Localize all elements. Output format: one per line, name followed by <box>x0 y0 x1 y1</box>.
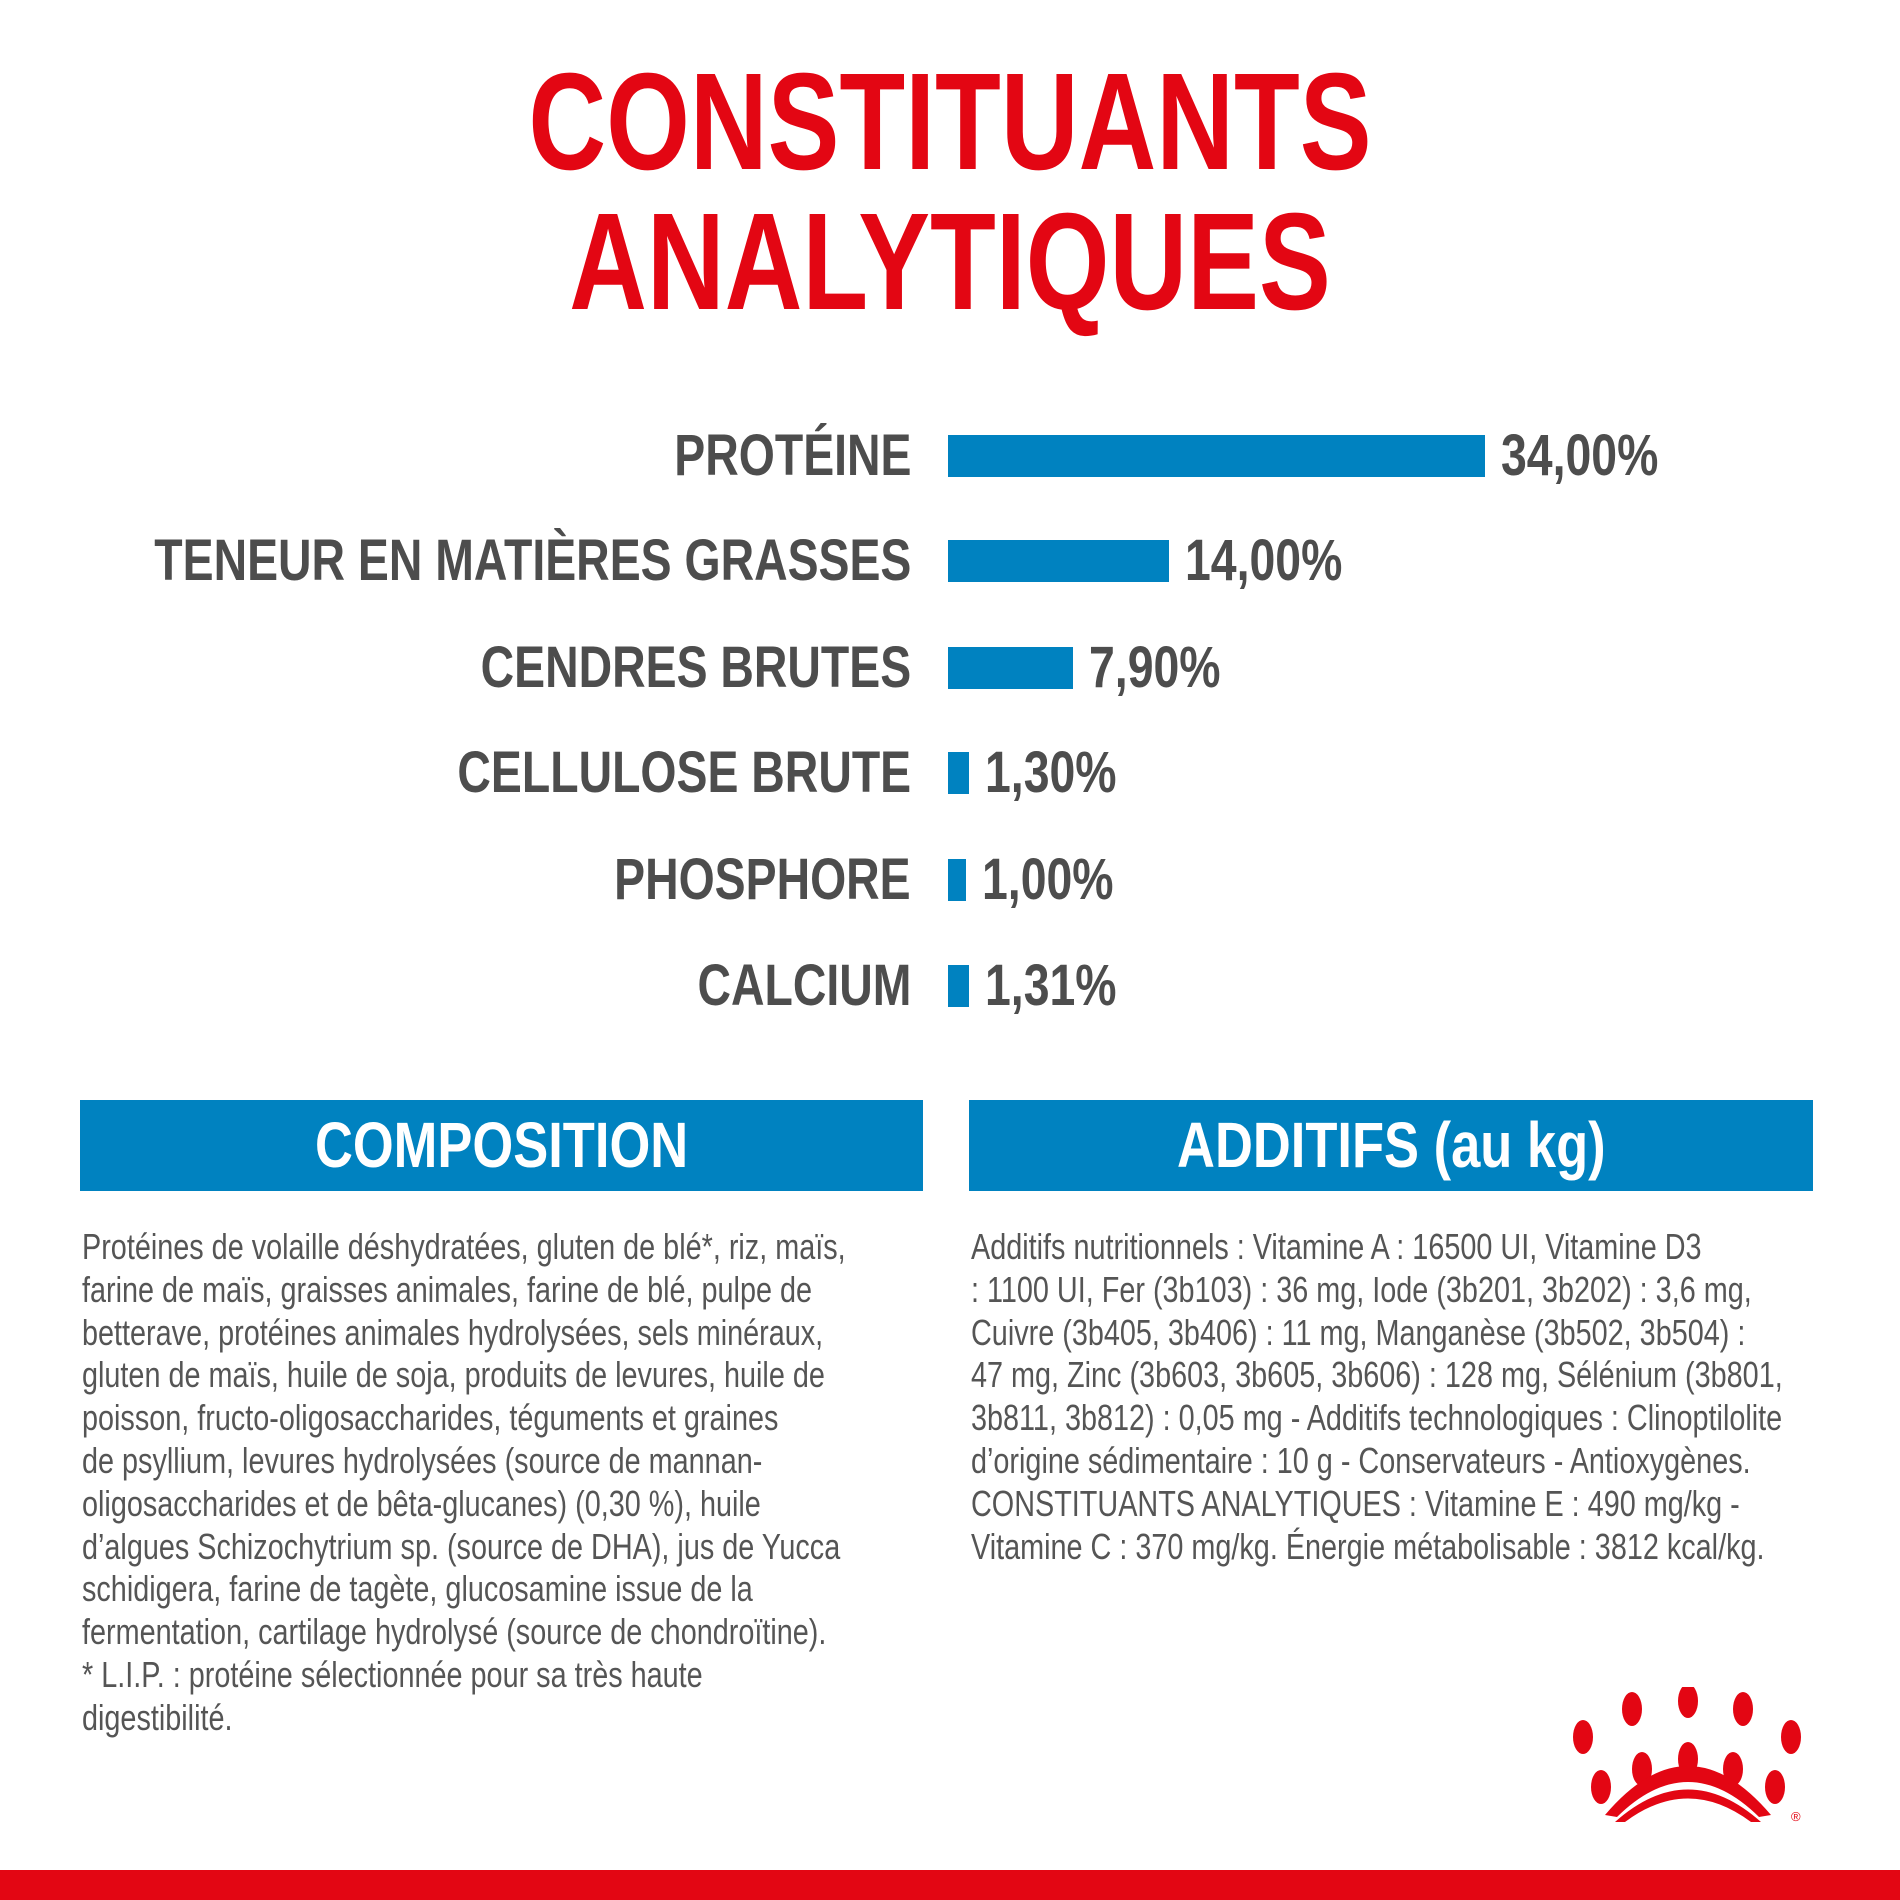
chart-row: CALCIUM 1,31% <box>0 956 1900 1016</box>
text-line: gluten de maïs, huile de soja, produits … <box>82 1354 825 1396</box>
chart-row: PHOSPHORE 1,00% <box>0 850 1900 910</box>
additifs-header: ADDITIFS (au kg) <box>969 1100 1813 1191</box>
text-line: Cuivre (3b405, 3b406) : 11 mg, Manganèse… <box>971 1311 1746 1353</box>
category-label: TENEUR EN MATIÈRES GRASSES <box>153 528 911 593</box>
chart-row: PROTÉINE 34,00% <box>0 426 1900 486</box>
text-line: * L.I.P. : protéine sélectionnée pour sa… <box>82 1653 703 1695</box>
category-label: CELLULOSE BRUTE <box>457 740 911 805</box>
bar <box>948 540 1170 582</box>
text-line: 47 mg, Zinc (3b603, 3b605, 3b606) : 128 … <box>971 1354 1783 1396</box>
additifs-header-text: ADDITIFS (au kg) <box>1176 1109 1606 1181</box>
text-line: : 1100 UI, Fer (3b103) : 36 mg, Iode (3b… <box>971 1268 1752 1310</box>
bar <box>948 435 1486 477</box>
chart-row: TENEUR EN MATIÈRES GRASSES 14,00% <box>0 531 1900 591</box>
text-line: CONSTITUANTS ANALYTIQUES : Vitamine E : … <box>971 1482 1740 1524</box>
text-line: schidigera, farine de tagète, glucosamin… <box>82 1568 753 1610</box>
bar <box>948 859 966 901</box>
text-line: Vitamine C : 370 mg/kg. Énergie métaboli… <box>971 1525 1765 1567</box>
text-line: Additifs nutritionnels : Vitamine A : 16… <box>971 1226 1702 1267</box>
bar <box>948 647 1073 689</box>
value-label: 1,31% <box>984 953 1117 1018</box>
text-line: poisson, fructo-oligosaccharides, tégume… <box>82 1397 779 1439</box>
category-label: CALCIUM <box>697 953 911 1018</box>
text-line: fermentation, cartilage hydrolysé (sourc… <box>82 1611 827 1653</box>
royal-canin-logo-icon: ® <box>1573 1687 1801 1822</box>
text-line: digestibilité. <box>82 1696 233 1738</box>
text-line: de psyllium, levures hydrolysées (source… <box>82 1439 763 1481</box>
value-label: 1,30% <box>984 740 1117 805</box>
composition-header-text: COMPOSITION <box>314 1109 689 1181</box>
text-line: 3b811, 3b812) : 0,05 mg - Additifs techn… <box>971 1397 1783 1439</box>
page-title: CONSTITUANTS ANALYTIQUES <box>528 45 1372 339</box>
text-line: oligosaccharides et de bêta-glucanes) (0… <box>82 1482 761 1524</box>
chart-row: CELLULOSE BRUTE 1,30% <box>0 743 1900 803</box>
value-label: 34,00% <box>1501 423 1659 488</box>
registered-mark: ® <box>1791 1809 1801 1822</box>
value-label: 7,90% <box>1088 635 1221 700</box>
composition-text: Protéines de volaille déshydratées, glut… <box>82 1226 1037 1740</box>
text-line: betterave, protéines animales hydrolysée… <box>82 1311 824 1353</box>
text-line: farine de maïs, graisses animales, farin… <box>82 1268 813 1310</box>
composition-header: COMPOSITION <box>80 1100 923 1191</box>
category-label: PROTÉINE <box>673 423 911 488</box>
text-line: Protéines de volaille déshydratées, glut… <box>82 1226 846 1267</box>
bar <box>948 752 969 794</box>
text-line: d’origine sédimentaire : 10 g - Conserva… <box>971 1439 1751 1481</box>
footer-red-band <box>0 1870 1900 1900</box>
text-line: d’algues Schizochytrium sp. (source de D… <box>82 1525 841 1567</box>
value-label: 14,00% <box>1185 528 1343 593</box>
bar <box>948 965 969 1007</box>
category-label: PHOSPHORE <box>614 847 911 912</box>
value-label: 1,00% <box>982 847 1114 912</box>
chart-row: CENDRES BRUTES 7,90% <box>0 638 1900 698</box>
category-label: CENDRES BRUTES <box>480 635 911 700</box>
additifs-text: Additifs nutritionnels : Vitamine A : 16… <box>971 1226 1900 1568</box>
